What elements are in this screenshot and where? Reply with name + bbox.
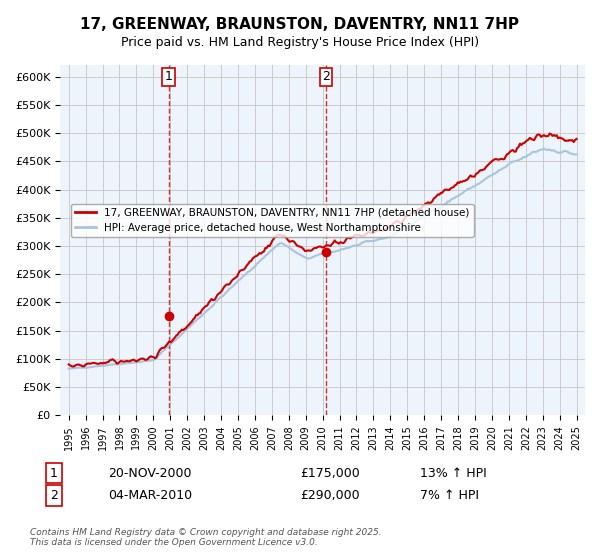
Text: 7% ↑ HPI: 7% ↑ HPI <box>420 489 479 502</box>
Text: Price paid vs. HM Land Registry's House Price Index (HPI): Price paid vs. HM Land Registry's House … <box>121 36 479 49</box>
Text: 04-MAR-2010: 04-MAR-2010 <box>108 489 192 502</box>
Text: Contains HM Land Registry data © Crown copyright and database right 2025.
This d: Contains HM Land Registry data © Crown c… <box>30 528 382 547</box>
Text: 2: 2 <box>50 489 58 502</box>
Text: £175,000: £175,000 <box>300 466 360 480</box>
Text: 13% ↑ HPI: 13% ↑ HPI <box>420 466 487 480</box>
Legend: 17, GREENWAY, BRAUNSTON, DAVENTRY, NN11 7HP (detached house), HPI: Average price: 17, GREENWAY, BRAUNSTON, DAVENTRY, NN11 … <box>71 203 473 237</box>
Text: 17, GREENWAY, BRAUNSTON, DAVENTRY, NN11 7HP: 17, GREENWAY, BRAUNSTON, DAVENTRY, NN11 … <box>80 17 520 32</box>
Text: 1: 1 <box>164 70 173 83</box>
Text: 1: 1 <box>50 466 58 480</box>
Text: £290,000: £290,000 <box>300 489 359 502</box>
Text: 2: 2 <box>322 70 330 83</box>
Text: 20-NOV-2000: 20-NOV-2000 <box>108 466 191 480</box>
